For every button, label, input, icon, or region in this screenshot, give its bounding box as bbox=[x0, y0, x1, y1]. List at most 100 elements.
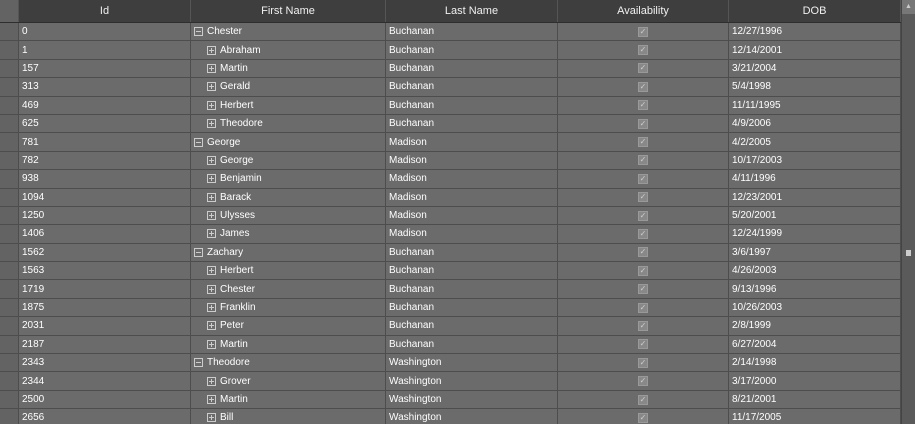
expand-icon[interactable] bbox=[207, 321, 216, 331]
cell-id[interactable]: 782 bbox=[19, 151, 191, 170]
row-header[interactable] bbox=[0, 298, 19, 317]
cell-last-name[interactable]: Washington bbox=[386, 390, 558, 409]
expand-icon[interactable] bbox=[207, 395, 216, 404]
cell-availability[interactable]: ✓ bbox=[558, 41, 729, 59]
cell-first-name[interactable]: Martin bbox=[191, 390, 386, 409]
table-row[interactable]: 1562 Zachary Buchanan ✓ 3/6/1997 bbox=[0, 243, 901, 263]
cell-first-name[interactable]: Herbert bbox=[191, 96, 386, 114]
cell-availability[interactable]: ✓ bbox=[558, 390, 729, 409]
cell-id[interactable]: 1562 bbox=[19, 243, 191, 262]
expand-icon[interactable] bbox=[207, 100, 216, 110]
cell-dob[interactable]: 4/9/2006 bbox=[729, 114, 901, 133]
cell-id[interactable]: 2656 bbox=[19, 409, 191, 424]
cell-dob[interactable]: 9/13/1996 bbox=[729, 280, 901, 298]
cell-first-name[interactable]: George bbox=[191, 151, 386, 170]
cell-last-name[interactable]: Madison bbox=[386, 151, 558, 170]
row-header[interactable] bbox=[0, 372, 19, 390]
availability-checkbox[interactable]: ✓ bbox=[638, 210, 648, 221]
cell-last-name[interactable]: Washington bbox=[386, 409, 558, 424]
row-header[interactable] bbox=[0, 317, 19, 335]
availability-checkbox[interactable]: ✓ bbox=[638, 284, 648, 295]
cell-availability[interactable]: ✓ bbox=[558, 409, 729, 424]
cell-last-name[interactable]: Madison bbox=[386, 133, 558, 151]
cell-id[interactable]: 2031 bbox=[19, 317, 191, 335]
availability-checkbox[interactable]: ✓ bbox=[638, 118, 648, 129]
row-header[interactable] bbox=[0, 206, 19, 225]
table-row[interactable]: 782 George Madison ✓ 10/17/2003 bbox=[0, 151, 901, 171]
collapse-icon[interactable] bbox=[194, 247, 203, 257]
expand-icon[interactable] bbox=[207, 229, 216, 239]
table-row[interactable]: 1875 Franklin Buchanan ✓ 10/26/2003 bbox=[0, 298, 901, 318]
cell-availability[interactable]: ✓ bbox=[558, 317, 729, 335]
availability-checkbox[interactable]: ✓ bbox=[638, 173, 648, 184]
cell-id[interactable]: 1250 bbox=[19, 206, 191, 225]
table-row[interactable]: 2187 Martin Buchanan ✓ 6/27/2004 bbox=[0, 335, 901, 355]
expand-icon[interactable] bbox=[207, 155, 216, 165]
cell-id[interactable]: 1406 bbox=[19, 225, 191, 243]
cell-availability[interactable]: ✓ bbox=[558, 298, 729, 317]
cell-first-name[interactable]: Theodore bbox=[191, 114, 386, 133]
expand-icon[interactable] bbox=[207, 284, 216, 294]
cell-dob[interactable]: 6/27/2004 bbox=[729, 335, 901, 354]
cell-last-name[interactable]: Buchanan bbox=[386, 298, 558, 317]
cell-availability[interactable]: ✓ bbox=[558, 354, 729, 372]
cell-first-name[interactable]: Gerald bbox=[191, 78, 386, 96]
availability-checkbox[interactable]: ✓ bbox=[638, 63, 648, 74]
cell-first-name[interactable]: Grover bbox=[191, 372, 386, 390]
cell-first-name[interactable]: Chester bbox=[191, 23, 386, 41]
cell-last-name[interactable]: Buchanan bbox=[386, 96, 558, 114]
table-row[interactable]: 1719 Chester Buchanan ✓ 9/13/1996 bbox=[0, 280, 901, 299]
cell-dob[interactable]: 11/11/1995 bbox=[729, 96, 901, 114]
cell-dob[interactable]: 5/4/1998 bbox=[729, 78, 901, 96]
expand-icon[interactable] bbox=[207, 119, 216, 129]
cell-dob[interactable]: 4/11/1996 bbox=[729, 170, 901, 188]
expand-icon[interactable] bbox=[207, 82, 216, 92]
expand-icon[interactable] bbox=[207, 339, 216, 349]
row-header[interactable] bbox=[0, 114, 19, 133]
cell-dob[interactable]: 10/26/2003 bbox=[729, 298, 901, 317]
cell-first-name[interactable]: Chester bbox=[191, 280, 386, 298]
availability-checkbox[interactable]: ✓ bbox=[638, 100, 648, 111]
cell-last-name[interactable]: Buchanan bbox=[386, 243, 558, 262]
cell-dob[interactable]: 4/26/2003 bbox=[729, 262, 901, 280]
cell-dob[interactable]: 4/2/2005 bbox=[729, 133, 901, 151]
row-header[interactable] bbox=[0, 41, 19, 59]
table-row[interactable]: 2343 Theodore Washington ✓ 2/14/1998 bbox=[0, 354, 901, 373]
row-header[interactable] bbox=[0, 133, 19, 151]
cell-dob[interactable]: 12/14/2001 bbox=[729, 41, 901, 59]
cell-dob[interactable]: 3/21/2004 bbox=[729, 59, 901, 78]
cell-id[interactable]: 781 bbox=[19, 133, 191, 151]
vertical-scrollbar[interactable]: ▲ bbox=[901, 0, 915, 424]
table-row[interactable]: 157 Martin Buchanan ✓ 3/21/2004 bbox=[0, 59, 901, 79]
row-header[interactable] bbox=[0, 59, 19, 78]
availability-checkbox[interactable]: ✓ bbox=[638, 302, 648, 313]
table-row[interactable]: 781 George Madison ✓ 4/2/2005 bbox=[0, 133, 901, 152]
cell-id[interactable]: 625 bbox=[19, 114, 191, 133]
cell-id[interactable]: 2344 bbox=[19, 372, 191, 390]
collapse-icon[interactable] bbox=[194, 27, 203, 37]
cell-last-name[interactable]: Buchanan bbox=[386, 78, 558, 96]
cell-last-name[interactable]: Buchanan bbox=[386, 41, 558, 59]
cell-last-name[interactable]: Buchanan bbox=[386, 23, 558, 41]
row-header[interactable] bbox=[0, 225, 19, 243]
cell-dob[interactable]: 8/21/2001 bbox=[729, 390, 901, 409]
collapse-icon[interactable] bbox=[194, 137, 203, 147]
table-row[interactable]: 1406 James Madison ✓ 12/24/1999 bbox=[0, 225, 901, 244]
cell-id[interactable]: 1719 bbox=[19, 280, 191, 298]
row-header[interactable] bbox=[0, 409, 19, 424]
cell-last-name[interactable]: Buchanan bbox=[386, 280, 558, 298]
cell-availability[interactable]: ✓ bbox=[558, 188, 729, 206]
cell-last-name[interactable]: Buchanan bbox=[386, 114, 558, 133]
collapse-icon[interactable] bbox=[194, 358, 203, 368]
row-header[interactable] bbox=[0, 280, 19, 298]
row-header[interactable] bbox=[0, 262, 19, 280]
cell-dob[interactable]: 10/17/2003 bbox=[729, 151, 901, 170]
cell-id[interactable]: 2343 bbox=[19, 354, 191, 372]
cell-first-name[interactable]: Franklin bbox=[191, 298, 386, 317]
availability-checkbox[interactable]: ✓ bbox=[638, 228, 648, 239]
row-header[interactable] bbox=[0, 170, 19, 188]
cell-id[interactable]: 157 bbox=[19, 59, 191, 78]
availability-checkbox[interactable]: ✓ bbox=[638, 155, 648, 166]
cell-last-name[interactable]: Madison bbox=[386, 206, 558, 225]
availability-checkbox[interactable]: ✓ bbox=[638, 394, 648, 405]
